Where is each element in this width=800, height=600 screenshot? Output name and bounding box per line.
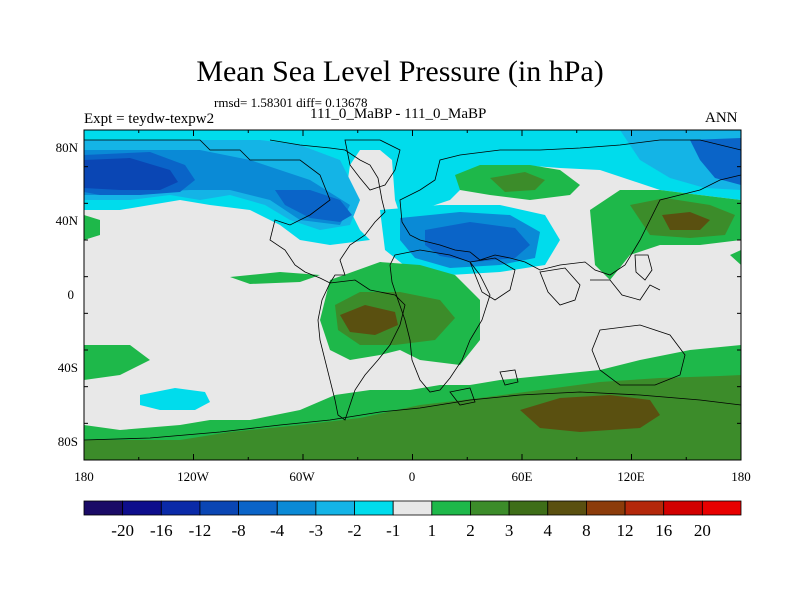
field-positive-pacific-strip <box>230 272 320 284</box>
lon-label: 60W <box>289 469 315 484</box>
lat-label: 40S <box>58 360 78 375</box>
outline-greenland <box>344 139 401 191</box>
colorbar-box <box>701 500 742 516</box>
colorbar-box <box>199 500 239 516</box>
colorbar-level-label: 16 <box>655 521 672 540</box>
lat-label: 0 <box>68 287 75 302</box>
field-positive-africa-3 <box>340 305 398 335</box>
lon-label: 180 <box>731 469 751 484</box>
outline-india-seasia <box>539 267 661 306</box>
colorbar-level-label: 8 <box>582 521 591 540</box>
field-positive-east-edge <box>730 250 741 265</box>
colorbar-level-label: 3 <box>505 521 514 540</box>
longitude-labels: 180 120W 60W 0 60E 120E 180 <box>74 469 751 484</box>
lon-label: 120W <box>177 469 210 484</box>
outline-north-america <box>84 139 386 284</box>
colorbar-level-label: 12 <box>617 521 634 540</box>
colorbar-box <box>392 500 433 516</box>
experiment-label: Expt = teydw-texpw2 <box>84 111 215 127</box>
colorbar-level-label: -8 <box>232 521 246 540</box>
colorbar-level-label: -4 <box>270 521 285 540</box>
colorbar-boxes <box>83 500 742 516</box>
colorbar-box <box>160 500 201 516</box>
colorbar-level-label: 4 <box>544 521 553 540</box>
colorbar-level-label: 20 <box>694 521 711 540</box>
field-positive-south-band-3 <box>520 395 660 432</box>
outline-arabia <box>469 257 516 301</box>
colorbar-box <box>547 500 587 516</box>
experiment-comparison: 111_0_MaBP - 111_0_MaBP <box>310 106 487 122</box>
colorbar-box <box>122 500 162 516</box>
colorbar-level-label: 2 <box>466 521 475 540</box>
lon-label: 180 <box>74 469 94 484</box>
colorbar-level-label: -2 <box>347 521 361 540</box>
lat-label: 40N <box>56 213 79 228</box>
lat-label: 80S <box>58 434 78 449</box>
colorbar-box <box>663 500 703 516</box>
colorbar-box <box>624 500 665 516</box>
colorbar-box <box>315 500 355 516</box>
outline-africa <box>389 249 491 393</box>
colorbar-box <box>238 500 278 516</box>
field-positive-west-edge <box>84 215 100 240</box>
field-negative-south <box>140 388 210 410</box>
lon-label: 0 <box>409 469 416 484</box>
lat-label: 80N <box>56 140 79 155</box>
field-negative-8-pole <box>84 158 178 190</box>
colorbar-level-label: -1 <box>386 521 400 540</box>
outline-antarctica <box>84 391 741 441</box>
colorbar-level-label: -3 <box>309 521 323 540</box>
outline-islands <box>449 254 653 406</box>
field-positive-north-asia-2 <box>490 172 545 192</box>
outline-australia <box>591 324 686 386</box>
colorbar-box <box>431 500 471 516</box>
rmsd-diff-stats: rmsd= 1.58301 diff= 0.13678 <box>214 95 368 110</box>
outline-eurasia <box>399 139 741 276</box>
field-negative-4-northpac <box>275 190 352 222</box>
field-negative-central-3 <box>425 222 530 262</box>
field-negative-northeast-2 <box>690 138 741 185</box>
colorbar-level-label: -12 <box>189 521 212 540</box>
colorbar-box <box>354 500 394 516</box>
latitude-labels: 80N 40N 0 40S 80S <box>56 140 79 449</box>
colorbar-labels: -20 -16 -12 -8 -4 -3 -2 -1 1 2 3 4 8 12 16 20 <box>111 521 711 540</box>
colorbar-level-label: -16 <box>150 521 173 540</box>
colorbar-box <box>83 500 124 516</box>
field-positive-east-asia-3 <box>662 212 710 230</box>
map-tick-marks <box>83 129 742 461</box>
field-positive-south-band-2 <box>84 375 741 460</box>
colorbar-level-label: 1 <box>428 521 437 540</box>
plot-title: Mean Sea Level Pressure (in hPa) <box>196 55 604 88</box>
lon-label: 120E <box>617 469 645 484</box>
colorbar-box <box>586 500 626 516</box>
lon-label: 60E <box>512 469 533 484</box>
colorbar-level-label: -20 <box>111 521 134 540</box>
colorbar-box <box>276 500 317 516</box>
map-field <box>84 130 741 460</box>
continent-outlines <box>84 139 741 441</box>
colorbar-box <box>470 500 510 516</box>
colorbar-box <box>508 500 549 516</box>
season-label: ANN <box>705 110 738 126</box>
